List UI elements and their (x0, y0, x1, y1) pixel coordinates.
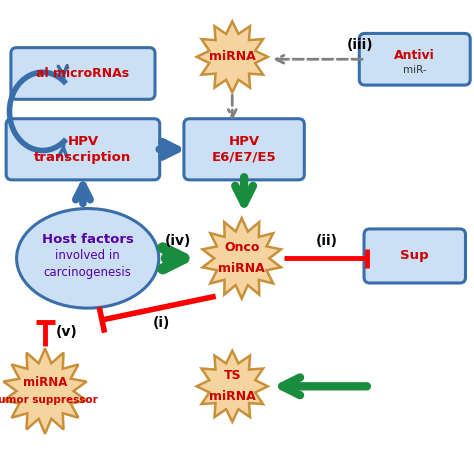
Text: Tumor suppressor: Tumor suppressor (0, 394, 98, 405)
Ellipse shape (17, 209, 159, 308)
FancyBboxPatch shape (364, 229, 465, 283)
Text: Onco: Onco (224, 241, 259, 255)
FancyBboxPatch shape (359, 34, 470, 85)
FancyBboxPatch shape (184, 118, 304, 180)
Text: miRNA: miRNA (209, 390, 255, 403)
Text: TS: TS (223, 369, 241, 383)
Text: miRNA: miRNA (219, 262, 265, 275)
Text: Host factors: Host factors (42, 233, 134, 246)
Polygon shape (197, 351, 268, 422)
Polygon shape (202, 218, 281, 299)
Text: carcinogenesis: carcinogenesis (44, 266, 132, 279)
Text: miR-: miR- (403, 64, 427, 75)
Text: Sup: Sup (401, 249, 429, 263)
Text: HPV
transcription: HPV transcription (34, 135, 132, 164)
Text: (v): (v) (55, 325, 77, 339)
Text: al microRNAs: al microRNAs (36, 67, 129, 80)
Text: Antivi: Antivi (394, 49, 435, 62)
Text: miRNA: miRNA (209, 50, 255, 64)
FancyBboxPatch shape (11, 48, 155, 100)
Text: HPV
E6/E7/E5: HPV E6/E7/E5 (212, 135, 276, 164)
Polygon shape (3, 348, 87, 434)
FancyBboxPatch shape (6, 118, 160, 180)
Text: (iii): (iii) (347, 38, 374, 52)
Polygon shape (197, 21, 268, 92)
Text: (i): (i) (153, 316, 170, 330)
Text: (ii): (ii) (316, 234, 338, 248)
Text: miRNA: miRNA (23, 376, 67, 389)
Text: (iv): (iv) (164, 234, 191, 248)
Text: involved in: involved in (55, 249, 120, 263)
